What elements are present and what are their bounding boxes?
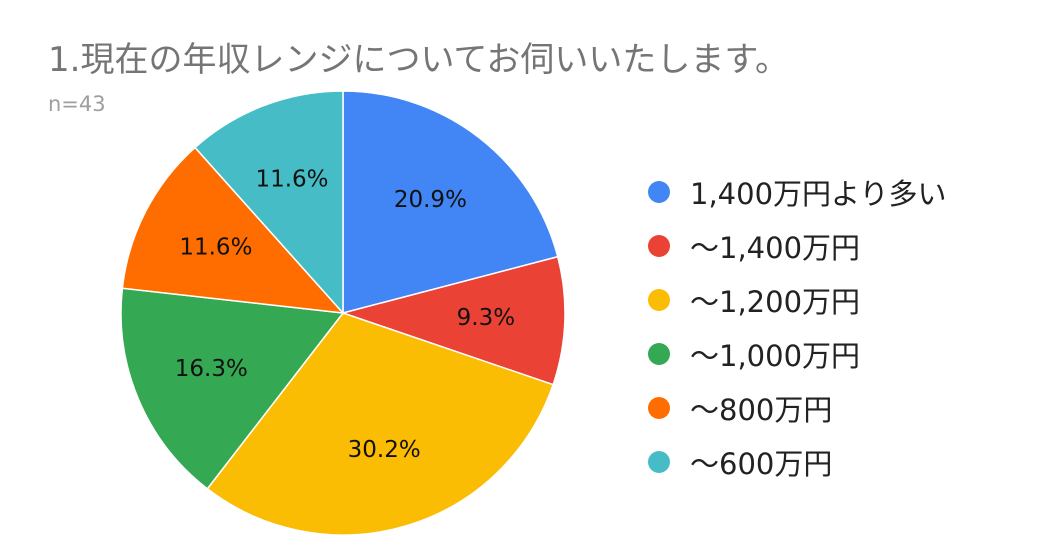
- legend-item-over-1400[interactable]: 1,400万円より多い: [648, 165, 946, 219]
- chart-title: 1.現在の年収レンジについてお伺いいたします。: [48, 40, 789, 80]
- legend-label: 1,400万円より多い: [690, 177, 947, 211]
- legend-item-to-600[interactable]: 〜600万円: [648, 435, 946, 489]
- slice-label-to-1000: 16.3%: [175, 356, 248, 382]
- legend-label: 〜1,400万円: [690, 231, 861, 265]
- legend-swatch: [648, 451, 670, 473]
- legend-item-to-1200[interactable]: 〜1,200万円: [648, 273, 946, 327]
- pie-slice-to-800[interactable]: [121, 146, 345, 314]
- pie-slice-over-1400[interactable]: [342, 90, 559, 314]
- legend-swatch: [648, 181, 670, 203]
- legend-label: 〜600万円: [690, 447, 833, 481]
- pie-slice-to-1400[interactable]: [340, 255, 566, 386]
- slice-label-to-600: 11.6%: [255, 166, 328, 192]
- legend-item-to-800[interactable]: 〜800万円: [648, 381, 946, 435]
- pie-slice-to-1200[interactable]: [206, 312, 555, 536]
- slice-label-over-1400: 20.9%: [394, 187, 467, 213]
- legend-swatch: [648, 235, 670, 257]
- legend-item-to-1000[interactable]: 〜1,000万円: [648, 327, 946, 381]
- legend-swatch: [648, 289, 670, 311]
- slice-label-to-1400: 9.3%: [457, 305, 515, 331]
- legend-label: 〜1,200万円: [690, 285, 861, 319]
- legend-swatch: [648, 397, 670, 419]
- pie-slice-to-1000[interactable]: [120, 287, 345, 490]
- legend-item-to-1400[interactable]: 〜1,400万円: [648, 219, 946, 273]
- legend-label: 〜1,000万円: [690, 339, 861, 373]
- pie-slices: [120, 90, 566, 536]
- legend-swatch: [648, 343, 670, 365]
- pie-labels: 20.9% 9.3% 30.2% 16.3% 11.6% 11.6%: [175, 166, 515, 463]
- chart-subtitle: n=43: [48, 92, 106, 116]
- legend-label: 〜800万円: [690, 393, 833, 427]
- pie-slice-to-600[interactable]: [193, 90, 344, 315]
- slice-label-to-800: 11.6%: [179, 234, 252, 260]
- chart-legend: 1,400万円より多い 〜1,400万円 〜1,200万円 〜1,000万円 〜…: [648, 165, 946, 489]
- slice-label-to-1200: 30.2%: [348, 437, 421, 463]
